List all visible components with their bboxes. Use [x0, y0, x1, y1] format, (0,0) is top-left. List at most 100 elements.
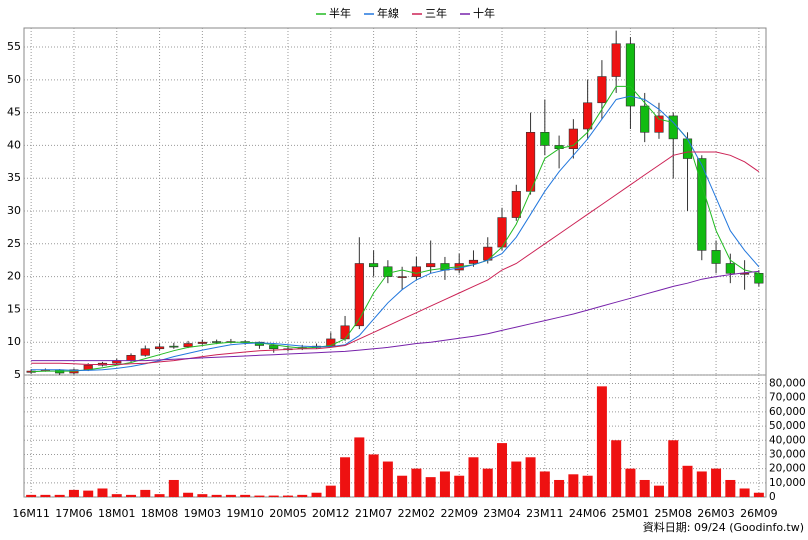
- volume-bar: [268, 495, 279, 497]
- volume-bar: [140, 489, 151, 497]
- volume-bar: [340, 457, 351, 497]
- volume-bar: [668, 440, 679, 497]
- volume-bar: [539, 471, 550, 497]
- x-tick-label: 23M04: [483, 507, 521, 520]
- candle-body: [426, 263, 436, 268]
- y-tick-label: 5: [14, 368, 21, 381]
- y2-tick-label: 60,000: [769, 406, 806, 418]
- legend-label: 年線: [377, 6, 399, 20]
- ma-line: [31, 151, 760, 365]
- x-tick-label: 26M09: [740, 507, 778, 520]
- x-tick-label: 23M11: [526, 507, 564, 520]
- x-tick-label: 19M10: [226, 507, 264, 520]
- candle-body: [511, 191, 521, 218]
- volume-bar: [582, 475, 593, 497]
- candle-body: [540, 131, 550, 146]
- price-frame: [23, 27, 767, 376]
- volume-bar: [596, 386, 607, 497]
- volume-bar: [111, 494, 122, 497]
- legend-label: 半年: [329, 6, 351, 20]
- candle-body: [340, 325, 350, 340]
- candle-body: [583, 102, 593, 130]
- legend-label: 十年: [473, 6, 495, 20]
- x-tick-label: 25M08: [655, 507, 693, 520]
- candle-body: [354, 263, 364, 327]
- volume-bar: [311, 492, 322, 497]
- volume-bar: [439, 471, 450, 497]
- y2-tick-label: 70,000: [769, 392, 806, 404]
- candle-body: [369, 263, 379, 268]
- volume-bar: [297, 494, 308, 497]
- candle-body: [169, 345, 179, 348]
- y-tick-label: 55: [7, 40, 21, 53]
- x-tick-label: 24M06: [569, 507, 607, 520]
- volume-bar: [653, 485, 664, 497]
- x-tick-label: 18M01: [98, 507, 136, 520]
- x-tick-label: 25M01: [612, 507, 650, 520]
- volume-bar: [282, 495, 293, 497]
- candle-body: [154, 346, 165, 350]
- volume-bar: [482, 468, 493, 497]
- candle-body: [654, 115, 664, 133]
- legend: 半年 年線 三年 十年: [316, 6, 495, 20]
- candle-body: [183, 343, 193, 348]
- y-tick-label: 40: [7, 138, 21, 151]
- volume-bar: [254, 495, 265, 497]
- candle-body: [740, 273, 750, 275]
- volume-bar: [468, 457, 479, 497]
- x-tick-label: 20M12: [312, 507, 350, 520]
- candle-body: [711, 250, 721, 264]
- candle-body: [326, 338, 336, 347]
- ma-line: [31, 270, 759, 362]
- volume-bar: [625, 468, 636, 497]
- x-tick-label: 19M03: [184, 507, 222, 520]
- volume-bar: [411, 468, 422, 497]
- volume-bar: [753, 492, 764, 497]
- volume-bar: [83, 490, 94, 497]
- candle-body: [640, 105, 650, 133]
- legend-label: 三年: [425, 6, 447, 20]
- volume-bar: [639, 479, 650, 497]
- y-tick-label: 15: [7, 302, 21, 315]
- y2-tick-label: 10,000: [769, 477, 806, 489]
- volume-bar: [554, 479, 565, 497]
- volume-bar: [497, 443, 508, 497]
- candle-body: [483, 246, 493, 261]
- volume-bar: [382, 461, 393, 497]
- volume-bar: [354, 437, 365, 497]
- y-tick-label: 45: [7, 106, 21, 119]
- volume-bar: [325, 485, 336, 497]
- y-tick-label: 10: [7, 335, 21, 348]
- ma-line: [31, 85, 760, 373]
- candle-body: [212, 341, 222, 343]
- x-tick-label: 26M03: [697, 507, 735, 520]
- x-tick-label: 22M02: [398, 507, 436, 520]
- candle-body: [383, 266, 393, 277]
- y-tick-label: 25: [7, 237, 21, 250]
- candle-body: [597, 76, 607, 104]
- x-tick-label: 17M06: [55, 507, 93, 520]
- y2-tick-label: 20,000: [769, 463, 806, 475]
- volume-bar: [168, 479, 179, 497]
- volume-bar: [511, 461, 522, 497]
- x-tick-label: 16M11: [12, 507, 50, 520]
- volume-bar: [425, 477, 436, 497]
- y2-tick-label: 30,000: [769, 448, 806, 460]
- volume-bar: [568, 474, 579, 497]
- candle-body: [397, 276, 407, 278]
- y2-tick-label: 40,000: [769, 434, 806, 446]
- candle-body: [611, 43, 621, 77]
- candle-body: [754, 273, 764, 284]
- volume-bar: [240, 494, 251, 497]
- volume-bar: [682, 465, 693, 497]
- candle-body: [440, 263, 450, 271]
- volume-bar: [154, 494, 165, 497]
- candle-body: [625, 43, 636, 107]
- candle-body: [697, 158, 707, 251]
- volume-bar: [397, 475, 408, 497]
- candle-body: [468, 259, 479, 264]
- y2-tick-label: 0: [769, 491, 776, 503]
- volume-bar: [368, 454, 379, 497]
- volume-bar: [711, 468, 722, 497]
